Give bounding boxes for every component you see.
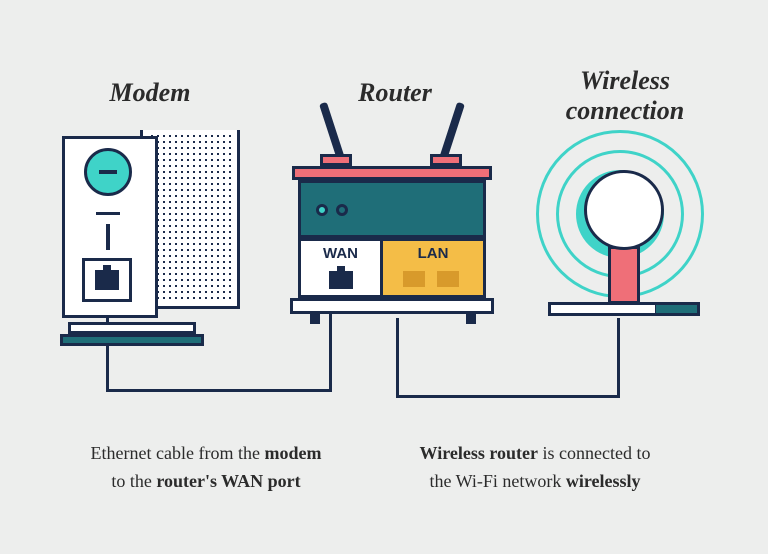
antenna-cap	[320, 154, 352, 166]
title-router: Router	[320, 78, 470, 108]
caption-bold: router's WAN port	[156, 471, 300, 491]
wan-label: WAN	[301, 245, 380, 262]
lan-port-icon	[403, 271, 425, 287]
router-port-panel: WAN LAN	[298, 238, 486, 298]
wireless-stem	[608, 246, 640, 304]
modem-ethernet-port-icon	[95, 270, 119, 290]
lan-label: LAN	[383, 245, 483, 262]
router-base	[290, 298, 494, 314]
modem-base	[68, 322, 196, 334]
caption-text: to the	[111, 471, 156, 491]
wan-section: WAN	[301, 241, 383, 295]
caption-bold: wirelessly	[566, 471, 641, 491]
modem-crop	[62, 130, 242, 325]
router-device: WAN LAN	[290, 112, 498, 337]
wireless-orb-icon	[584, 170, 664, 250]
diagram-canvas: Modem Router Wireless connection WAN	[0, 0, 768, 554]
title-modem: Modem	[70, 78, 230, 108]
router-top-strip	[292, 166, 492, 180]
title-wireless: Wireless connection	[530, 66, 720, 126]
wireless-device	[536, 130, 716, 340]
router-led-iconughber	[336, 204, 348, 216]
wireless-base	[656, 302, 700, 316]
caption-text: Ethernet cable from the	[91, 443, 265, 463]
wan-port-icon	[329, 271, 353, 289]
router-led-icon	[316, 204, 328, 216]
caption-bold: Wireless router	[420, 443, 538, 463]
modem-led-icon	[84, 148, 132, 196]
lan-port-icon	[437, 271, 459, 287]
caption-bold: modem	[264, 443, 321, 463]
antenna-cap	[430, 154, 462, 166]
lan-section: LAN	[383, 241, 483, 295]
wireless-base	[548, 302, 658, 316]
caption-right: Wireless router is connected to the Wi-F…	[410, 440, 660, 496]
caption-left: Ethernet cable from the modem to the rou…	[86, 440, 326, 496]
router-foot	[310, 314, 320, 324]
modem-indicator-line	[106, 224, 110, 250]
router-foot	[466, 314, 476, 324]
modem-base	[60, 334, 204, 346]
modem-indicator-line	[96, 212, 120, 215]
modem-device	[62, 130, 242, 360]
